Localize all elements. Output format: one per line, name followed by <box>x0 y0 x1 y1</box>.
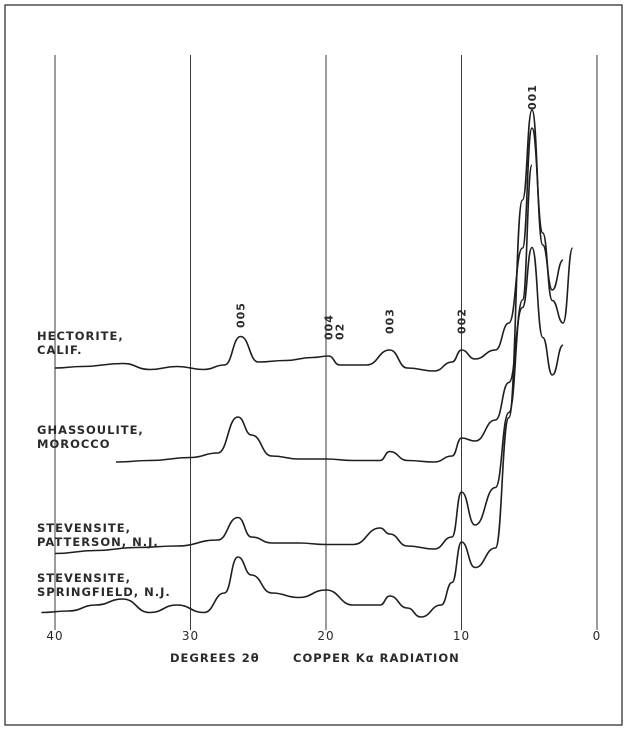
vertical-gridlines <box>54 55 598 630</box>
peak-label: 005 <box>235 302 248 328</box>
trace-1 <box>54 127 574 372</box>
sample-label-line: CALIF. <box>37 343 82 357</box>
x-tick-label: 0 <box>593 629 602 643</box>
peak-label: 004 <box>323 314 336 340</box>
trace-3 <box>54 164 533 555</box>
peak-label: 02 <box>334 323 347 340</box>
sample-label-line: STEVENSITE, <box>37 521 131 535</box>
diffraction-traces <box>41 109 574 618</box>
sample-label-line: GHASSOULITE, <box>37 423 144 437</box>
sample-label-line: STEVENSITE, <box>37 571 131 585</box>
x-tick-label: 10 <box>453 629 470 643</box>
x-axis-label-degrees: DEGREES 2θ <box>170 651 260 665</box>
sample-labels: HECTORITE,CALIF. GHASSOULITE,MOROCCO STEVE… <box>37 329 171 599</box>
x-tick-labels: 40 30 20 10 0 <box>46 629 602 643</box>
peak-label: 002 <box>456 308 469 334</box>
x-tick-label: 20 <box>317 629 334 643</box>
sample-label-line: SPRINGFIELD, N.J. <box>37 585 171 599</box>
x-tick-label: 30 <box>182 629 199 643</box>
sample-label-line: HECTORITE, <box>37 329 124 343</box>
peak-label: 003 <box>384 308 397 334</box>
sample-label-line: PATTERSON, N.J. <box>37 535 159 549</box>
peak-label: 001 <box>526 84 539 110</box>
x-axis-label-radiation: COPPER Kα RADIATION <box>293 651 460 665</box>
x-tick-label: 40 <box>46 629 63 643</box>
sample-label-line: MOROCCO <box>37 437 111 451</box>
trace-4 <box>41 109 564 618</box>
trace-2 <box>115 246 564 463</box>
